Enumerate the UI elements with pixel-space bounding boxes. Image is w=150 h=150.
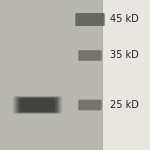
FancyBboxPatch shape xyxy=(18,98,57,112)
Text: 25 kD: 25 kD xyxy=(110,100,138,110)
FancyBboxPatch shape xyxy=(15,97,60,113)
FancyBboxPatch shape xyxy=(75,13,105,26)
FancyBboxPatch shape xyxy=(13,96,62,114)
Bar xyxy=(102,0,150,150)
FancyBboxPatch shape xyxy=(78,100,102,110)
FancyBboxPatch shape xyxy=(16,97,59,113)
Text: 45 kD: 45 kD xyxy=(110,15,138,24)
FancyBboxPatch shape xyxy=(20,98,55,112)
FancyBboxPatch shape xyxy=(78,50,102,61)
Text: 35 kD: 35 kD xyxy=(110,51,138,60)
